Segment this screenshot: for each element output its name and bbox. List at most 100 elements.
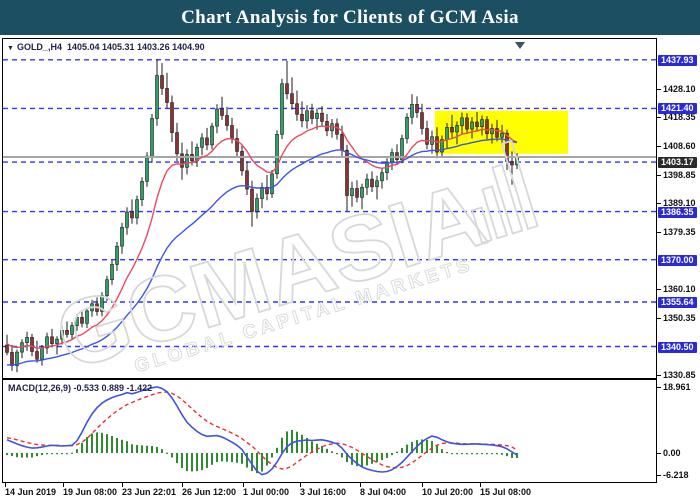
candle — [150, 118, 154, 157]
indicator-label: MACD(12,26,9) -0.533 0.889 -1.422 — [8, 383, 153, 393]
macd-histogram-bar — [101, 432, 103, 453]
macd-histogram-bar — [26, 453, 28, 458]
level-price-label: 1386.35 — [658, 206, 697, 218]
macd-chart[interactable] — [3, 380, 656, 482]
macd-histogram-bar — [206, 453, 208, 468]
symbol-timeframe-label: GOLD_,H4 — [16, 42, 62, 52]
price-tick-label: 1418.35 — [663, 112, 696, 123]
macd-histogram-bar — [426, 439, 428, 453]
candle — [205, 137, 209, 146]
candle — [195, 147, 199, 162]
candle — [35, 351, 39, 360]
candle — [125, 211, 129, 228]
macd-histogram-bar — [366, 453, 368, 466]
macd-histogram-bar — [451, 453, 453, 455]
candle — [350, 188, 354, 196]
macd-histogram-bar — [446, 452, 448, 454]
macd-histogram-bar — [81, 442, 83, 453]
candle — [485, 119, 489, 134]
macd-histogram-bar — [346, 453, 348, 463]
scroll-to-end-icon[interactable] — [515, 42, 525, 49]
price-scale[interactable]: 1428.10 1418.35 1408.60 1398.85 1389.10 1379.… — [656, 35, 700, 500]
candle — [360, 187, 364, 198]
macd-panel[interactable]: MACD(12,26,9) -0.533 0.889 -1.422 — [2, 379, 657, 483]
price-tick-label: 1350.35 — [663, 312, 696, 323]
macd-histogram-bar — [331, 451, 333, 453]
macd-histogram-bar — [266, 453, 268, 466]
macd-histogram-bar — [51, 453, 53, 455]
level-price-label: 1421.40 — [658, 103, 697, 115]
axis-tick — [656, 317, 661, 319]
macd-histogram-bar — [431, 441, 433, 453]
current-price-label: 1403.17 — [658, 157, 697, 169]
candle — [160, 75, 164, 89]
candle — [70, 325, 74, 335]
candle — [75, 317, 79, 326]
time-scale[interactable]: 14 Jun 2019 19 Jun 08:00 23 Jun 22:01 26 Ju… — [2, 483, 657, 499]
macd-histogram-bar — [61, 453, 63, 455]
candle — [210, 125, 214, 146]
axis-tick — [656, 117, 661, 119]
macd-histogram-bar — [116, 438, 118, 453]
macd-histogram-bar — [96, 432, 98, 453]
macd-histogram-bar — [436, 445, 438, 453]
macd-histogram-bar — [146, 445, 148, 453]
candle — [420, 112, 424, 129]
candle — [115, 245, 119, 265]
level-price-label: 1355.64 — [658, 296, 697, 308]
candle — [90, 303, 94, 312]
time-tick-label: 10 Jul 20:00 — [422, 487, 474, 497]
main-chart-panel[interactable]: GCMASIA GLOBAL CAPITAL MARKETS ▼ GOLD_,H4… — [2, 38, 657, 379]
time-tick — [300, 483, 301, 487]
candle — [180, 153, 184, 168]
macd-tick-label: -6.218 — [663, 469, 689, 480]
macd-histogram-bar — [126, 441, 128, 453]
macd-histogram-bar — [186, 453, 188, 472]
candle — [465, 117, 469, 130]
macd-tick-label: 18.961 — [663, 381, 691, 392]
macd-histogram-bar — [496, 453, 498, 455]
candle — [470, 121, 474, 130]
macd-histogram-bar — [356, 453, 358, 467]
macd-histogram-bar — [271, 453, 273, 458]
candle — [245, 170, 249, 190]
macd-histogram-bar — [141, 445, 143, 453]
macd-histogram-bar — [216, 453, 218, 463]
level-price-label: 1437.93 — [658, 54, 697, 66]
macd-histogram-bar — [151, 446, 153, 453]
candle — [435, 136, 439, 153]
macd-histogram-bar — [376, 453, 378, 463]
macd-histogram-bar — [131, 444, 133, 453]
title-bar: Chart Analysis for Clients of GCM Asia — [0, 0, 700, 35]
candle — [510, 161, 514, 166]
macd-histogram-bar — [86, 437, 88, 453]
macd-histogram-bar — [201, 453, 203, 471]
candle — [380, 172, 384, 182]
candle — [355, 188, 359, 198]
candlestick-chart[interactable]: GCMASIA GLOBAL CAPITAL MARKETS — [3, 39, 656, 378]
macd-histogram-bar — [456, 453, 458, 455]
macd-histogram-bar — [161, 449, 163, 453]
candle — [255, 198, 259, 212]
candle — [85, 310, 89, 324]
candle — [155, 75, 159, 119]
macd-histogram-bar — [411, 441, 413, 454]
time-tick-label: 3 Jul 16:00 — [300, 487, 347, 497]
ohlc-readout: 1405.04 1405.31 1403.26 1404.90 — [66, 42, 205, 52]
candle — [10, 352, 14, 366]
macd-histogram-bar — [301, 434, 303, 453]
candle — [315, 112, 319, 119]
symbol-dropdown-icon[interactable]: ▼ — [7, 45, 14, 52]
macd-histogram-bar — [406, 444, 408, 453]
candle — [15, 351, 19, 366]
candle — [25, 337, 29, 343]
macd-histogram-bar — [391, 453, 393, 456]
price-tick-label: 1408.60 — [663, 141, 696, 152]
candle — [445, 127, 449, 141]
candle — [310, 110, 314, 119]
macd-histogram-bar — [281, 437, 283, 453]
time-tick — [422, 483, 423, 487]
macd-histogram-bar — [336, 453, 338, 455]
candle — [240, 151, 244, 172]
macd-histogram-bar — [106, 434, 108, 453]
